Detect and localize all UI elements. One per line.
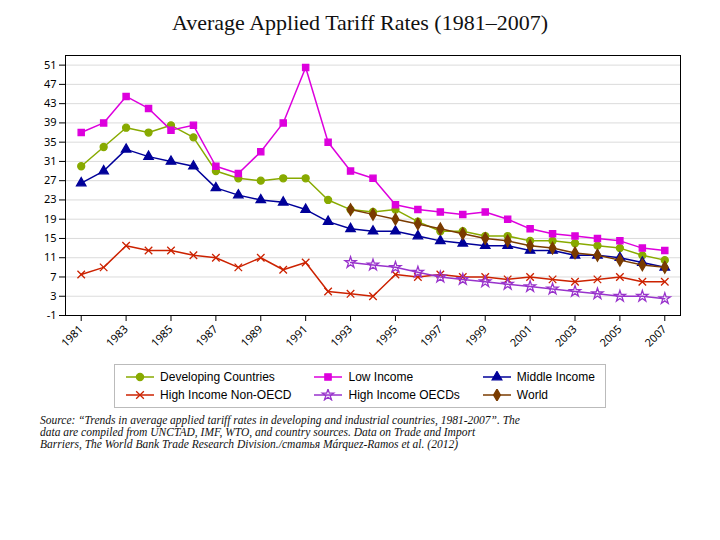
html-text:Middle Income: Middle Income [516, 370, 595, 384]
svg-text:35: 35 [44, 134, 57, 149]
svg-text:1981: 1981 [57, 321, 85, 349]
svg-text:23: 23 [44, 191, 57, 206]
svg-text:43: 43 [44, 95, 57, 110]
svg-text:2007: 2007 [641, 321, 669, 349]
svg-text:1985: 1985 [147, 321, 175, 349]
svg-text:19: 19 [44, 211, 57, 226]
html-text:World: World [516, 388, 548, 402]
svg-text:1999: 1999 [461, 321, 489, 349]
svg-text:1989: 1989 [237, 321, 265, 349]
svg-text:31: 31 [44, 153, 57, 168]
svg-text:51: 51 [44, 57, 57, 72]
html-text:High Income Non-OECD: High Income Non-OECD [160, 388, 292, 402]
svg-text:1993: 1993 [327, 321, 355, 349]
svg-text:1995: 1995 [372, 321, 400, 349]
html-text:High Income OECDs: High Income OECDs [348, 388, 460, 402]
svg-text:2003: 2003 [551, 321, 579, 349]
svg-text:11: 11 [44, 249, 57, 264]
svg-text:39: 39 [44, 114, 57, 129]
html-text:Low Income: Low Income [348, 370, 414, 384]
html-text:Average Applied Tariff Rates (: Average Applied Tariff Rates (1981–2007) [172, 10, 548, 35]
svg-text:1983: 1983 [102, 321, 130, 349]
svg-text:15: 15 [44, 230, 57, 245]
html-text:Source: “Trends in average app: Source: “Trends in average applied tarif… [40, 414, 520, 450]
svg-text:2005: 2005 [596, 321, 624, 349]
svg-text:47: 47 [44, 76, 57, 91]
svg-text:-1: -1 [47, 307, 57, 322]
svg-text:2001: 2001 [506, 321, 534, 349]
svg-text:1991: 1991 [282, 321, 310, 349]
svg-text:1997: 1997 [417, 321, 445, 349]
svg-text:7: 7 [50, 269, 56, 284]
html-text:Developing Countries: Developing Countries [160, 370, 275, 384]
svg-text:3: 3 [50, 288, 56, 303]
svg-text:27: 27 [44, 172, 57, 187]
svg-text:1987: 1987 [192, 321, 220, 349]
